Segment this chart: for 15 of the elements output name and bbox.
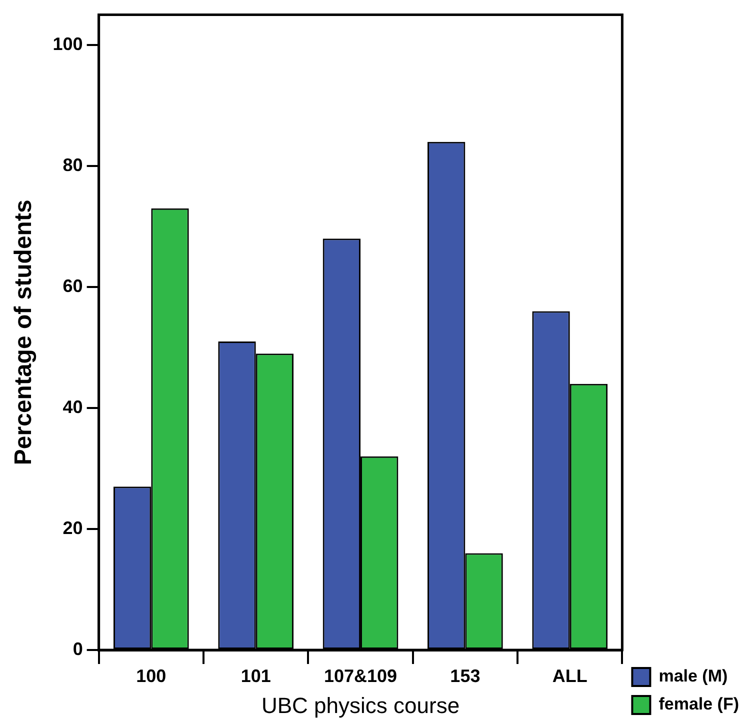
y-tick-label: 20 bbox=[62, 518, 83, 538]
legend-label: female (F) bbox=[658, 694, 740, 714]
y-tick-label: 40 bbox=[62, 396, 83, 417]
y-tick-label: 80 bbox=[62, 155, 83, 176]
x-axis-title: UBC physics course bbox=[261, 692, 460, 718]
y-axis-title: Percentage of students bbox=[10, 200, 38, 466]
x-tick-label: 101 bbox=[240, 666, 271, 686]
legend-label: male (M) bbox=[658, 666, 728, 686]
y-tick-label: 100 bbox=[52, 34, 83, 54]
x-tick-label: 153 bbox=[450, 666, 480, 686]
y-tick-label: 0 bbox=[72, 638, 83, 659]
x-tick-label: 107&109 bbox=[324, 666, 398, 686]
y-tick-label: 60 bbox=[62, 276, 83, 296]
x-tick-label: ALL bbox=[552, 666, 588, 686]
x-tick-label: 100 bbox=[136, 666, 166, 686]
